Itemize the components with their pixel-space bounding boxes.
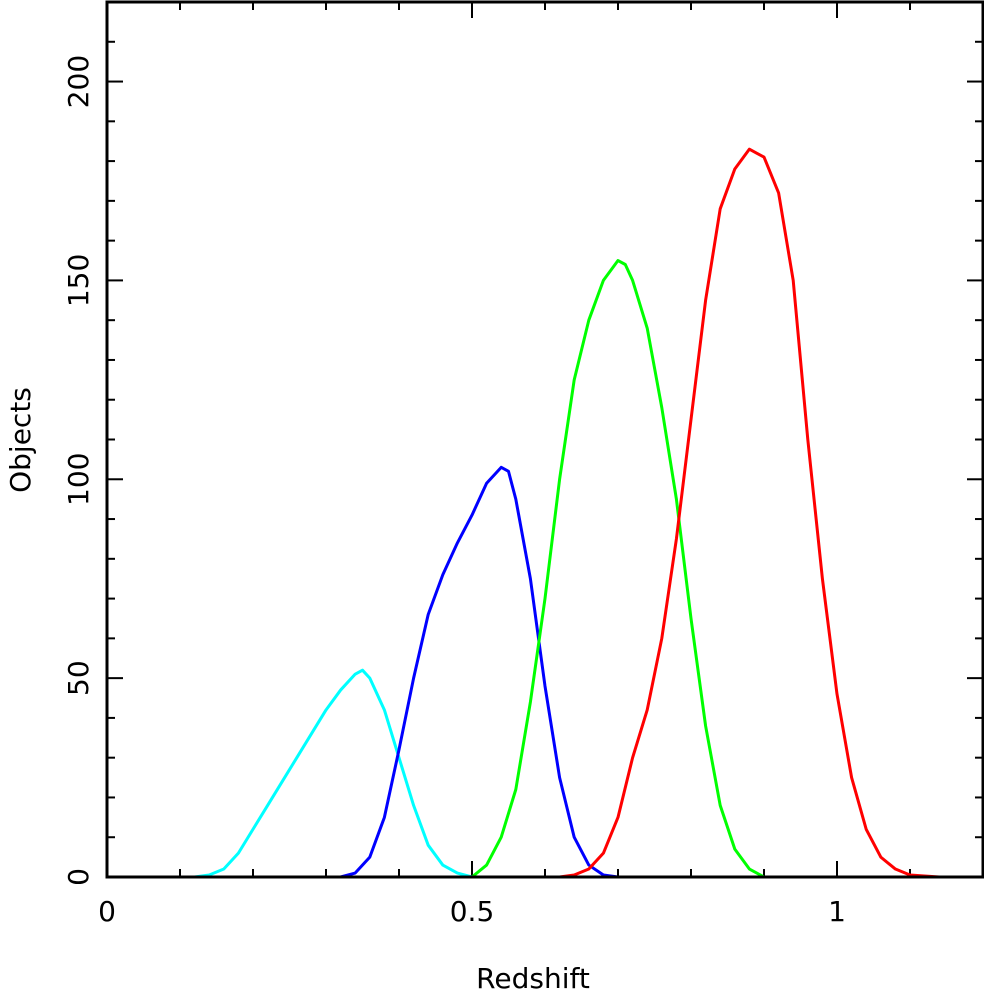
y-tick-label: 200: [62, 55, 95, 108]
plot-frame: [105, 0, 984, 879]
x-axis-label: Redshift: [476, 962, 590, 994]
y-tick-label: 0: [62, 868, 95, 886]
line: [340, 465, 619, 879]
line: [194, 668, 473, 879]
line: [559, 147, 940, 879]
y-tick-label: 50: [62, 660, 95, 696]
x-tick-label: 0.5: [450, 895, 495, 928]
line: [471, 259, 765, 879]
x-tick-label: 0: [98, 895, 116, 928]
x-tick-label: 1: [828, 895, 846, 928]
y-tick-label: 150: [62, 254, 95, 307]
y-axis-label: Objects: [4, 387, 37, 493]
y-tick-label: 100: [62, 453, 95, 506]
